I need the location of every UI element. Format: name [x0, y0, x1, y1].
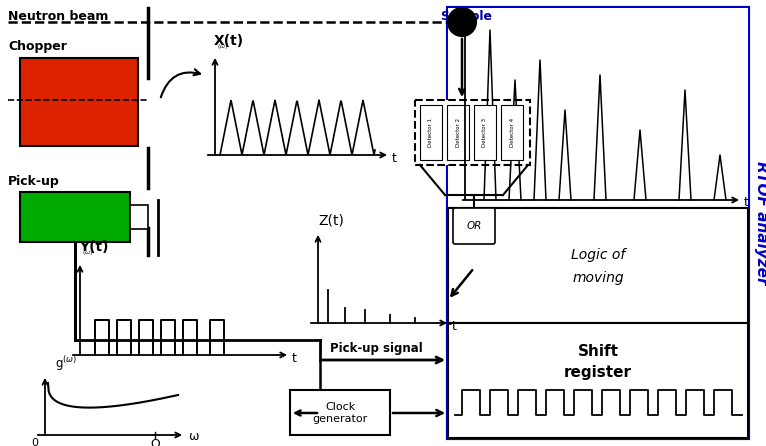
Text: X(t): X(t) — [214, 34, 244, 48]
Text: Shift: Shift — [578, 344, 618, 359]
FancyBboxPatch shape — [453, 208, 495, 244]
Text: RTOF analyzer: RTOF analyzer — [755, 161, 766, 285]
Text: Y(t): Y(t) — [79, 240, 109, 254]
Text: $^{(ω)}$: $^{(ω)}$ — [217, 43, 228, 52]
Bar — [448, 323, 748, 438]
Bar — [447, 105, 469, 160]
Bar — [130, 205, 148, 229]
Text: Neutron beam: Neutron beam — [8, 10, 108, 23]
Text: Pick-up: Pick-up — [8, 175, 60, 188]
Text: OR: OR — [466, 221, 482, 231]
Text: t: t — [392, 152, 397, 165]
Bar — [20, 58, 138, 146]
Text: Sample: Sample — [440, 10, 492, 23]
Text: 0: 0 — [31, 438, 38, 446]
Text: Z(t): Z(t) — [318, 213, 344, 227]
Bar — [20, 192, 130, 242]
Text: ω: ω — [188, 430, 198, 443]
Bar — [474, 105, 496, 160]
Text: Clock
generator: Clock generator — [313, 402, 368, 424]
Text: t: t — [744, 197, 749, 210]
Text: Logic of: Logic of — [571, 248, 625, 262]
Bar — [501, 105, 523, 160]
Text: register: register — [564, 364, 632, 380]
Text: Detector 4: Detector 4 — [509, 117, 515, 147]
Text: Detector 3: Detector 3 — [483, 117, 487, 147]
Text: Ω: Ω — [150, 438, 160, 446]
Circle shape — [448, 8, 476, 36]
Bar — [415, 100, 530, 165]
Bar — [448, 208, 748, 323]
Text: Pick-up signal: Pick-up signal — [330, 342, 423, 355]
Bar — [290, 390, 390, 435]
Text: Detector 1: Detector 1 — [428, 117, 434, 147]
Text: t: t — [452, 319, 457, 333]
Text: Detector 2: Detector 2 — [456, 117, 460, 147]
Text: moving: moving — [572, 271, 624, 285]
Text: Chopper: Chopper — [8, 40, 67, 53]
Bar — [420, 105, 442, 160]
Bar — [448, 8, 748, 438]
Text: t: t — [292, 351, 297, 364]
Text: $^{(ω)}$: $^{(ω)}$ — [82, 249, 93, 258]
Bar — [448, 8, 748, 208]
Text: g$^{(ω)}$: g$^{(ω)}$ — [55, 354, 77, 373]
